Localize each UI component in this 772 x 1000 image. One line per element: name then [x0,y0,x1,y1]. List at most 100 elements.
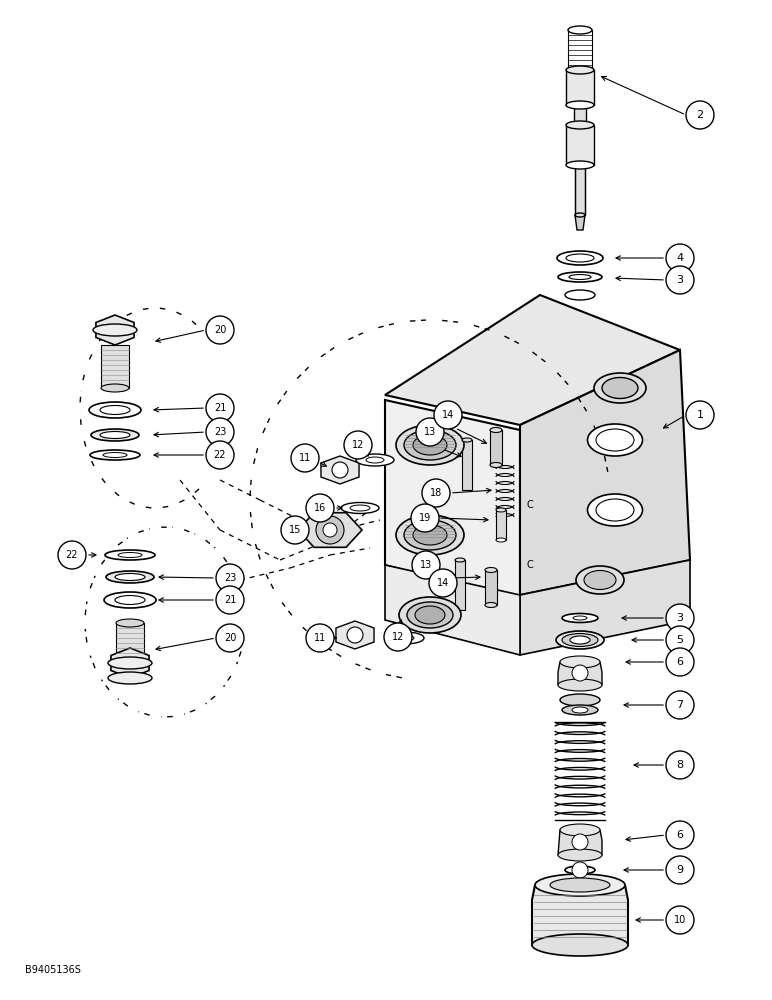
Ellipse shape [496,538,506,542]
Polygon shape [462,440,472,490]
Ellipse shape [566,254,594,262]
Text: 21: 21 [214,403,226,413]
Polygon shape [558,662,602,685]
Ellipse shape [535,874,625,896]
Ellipse shape [490,428,502,432]
Ellipse shape [386,632,424,644]
Ellipse shape [103,452,127,458]
Polygon shape [520,350,690,595]
Text: 13: 13 [420,560,432,570]
Polygon shape [485,570,497,605]
Circle shape [686,401,714,429]
Ellipse shape [558,849,602,861]
Polygon shape [116,623,144,663]
Ellipse shape [570,636,590,644]
Ellipse shape [407,602,453,628]
Text: 12: 12 [392,632,405,642]
Circle shape [666,691,694,719]
Circle shape [206,441,234,469]
Ellipse shape [404,520,456,550]
Text: 11: 11 [299,453,311,463]
Circle shape [666,604,694,632]
Circle shape [316,516,344,544]
Polygon shape [566,125,594,165]
Circle shape [666,751,694,779]
Circle shape [58,541,86,569]
Ellipse shape [356,454,394,466]
Ellipse shape [584,570,616,589]
Ellipse shape [116,619,144,627]
Circle shape [666,648,694,676]
Circle shape [306,494,334,522]
Polygon shape [558,830,602,855]
Text: C: C [527,500,533,510]
Ellipse shape [415,606,445,624]
Circle shape [666,821,694,849]
Polygon shape [566,70,594,105]
Text: 1: 1 [696,410,703,420]
Circle shape [344,431,372,459]
Ellipse shape [350,505,370,511]
Ellipse shape [602,377,638,398]
Circle shape [216,624,244,652]
Polygon shape [298,513,362,547]
Text: 4: 4 [676,253,683,263]
Circle shape [206,418,234,446]
Ellipse shape [566,121,594,129]
Circle shape [416,418,444,446]
Ellipse shape [596,499,634,521]
Ellipse shape [118,552,142,558]
Text: 21: 21 [224,595,236,605]
Ellipse shape [560,824,600,836]
Ellipse shape [106,571,154,583]
Text: 23: 23 [214,427,226,437]
Ellipse shape [366,457,384,463]
Circle shape [666,856,694,884]
Ellipse shape [562,705,598,715]
Text: 22: 22 [66,550,78,560]
Text: 12: 12 [352,440,364,450]
Ellipse shape [89,402,141,418]
Circle shape [412,551,440,579]
Text: 6: 6 [676,830,683,840]
Ellipse shape [566,101,594,109]
Ellipse shape [560,656,600,668]
Ellipse shape [576,566,624,594]
Polygon shape [101,345,129,388]
Ellipse shape [596,429,634,451]
Ellipse shape [396,515,464,555]
Ellipse shape [566,66,594,74]
Ellipse shape [566,161,594,169]
Circle shape [666,906,694,934]
Polygon shape [321,456,359,484]
Text: 13: 13 [424,427,436,437]
Text: 16: 16 [314,503,326,513]
Text: 8: 8 [676,760,683,770]
Text: 3: 3 [676,275,683,285]
Circle shape [572,834,588,850]
Ellipse shape [565,866,595,874]
Circle shape [291,444,319,472]
Polygon shape [490,430,502,465]
Text: 18: 18 [430,488,442,498]
Text: 2: 2 [696,110,703,120]
Polygon shape [496,510,506,540]
Circle shape [206,394,234,422]
Circle shape [332,462,348,478]
Circle shape [429,569,457,597]
Ellipse shape [587,494,642,526]
Ellipse shape [572,707,588,713]
Ellipse shape [413,525,447,545]
Ellipse shape [115,595,145,604]
Text: 6: 6 [676,657,683,667]
Text: 7: 7 [676,700,683,710]
Circle shape [666,266,694,294]
Polygon shape [532,885,628,945]
Ellipse shape [568,26,592,34]
Polygon shape [574,105,586,125]
Text: 14: 14 [442,410,454,420]
Polygon shape [385,295,680,425]
Ellipse shape [569,274,591,279]
Polygon shape [385,400,520,600]
Ellipse shape [115,574,145,580]
